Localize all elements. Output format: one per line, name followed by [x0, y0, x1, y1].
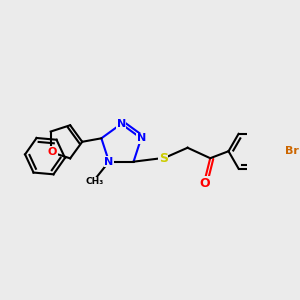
Text: S: S: [159, 152, 168, 165]
Text: CH₃: CH₃: [85, 177, 103, 186]
Text: O: O: [48, 147, 57, 157]
Text: N: N: [117, 119, 126, 129]
Text: O: O: [200, 177, 210, 190]
Text: N: N: [104, 157, 114, 167]
Text: N: N: [136, 133, 146, 143]
Text: Br: Br: [285, 146, 299, 156]
